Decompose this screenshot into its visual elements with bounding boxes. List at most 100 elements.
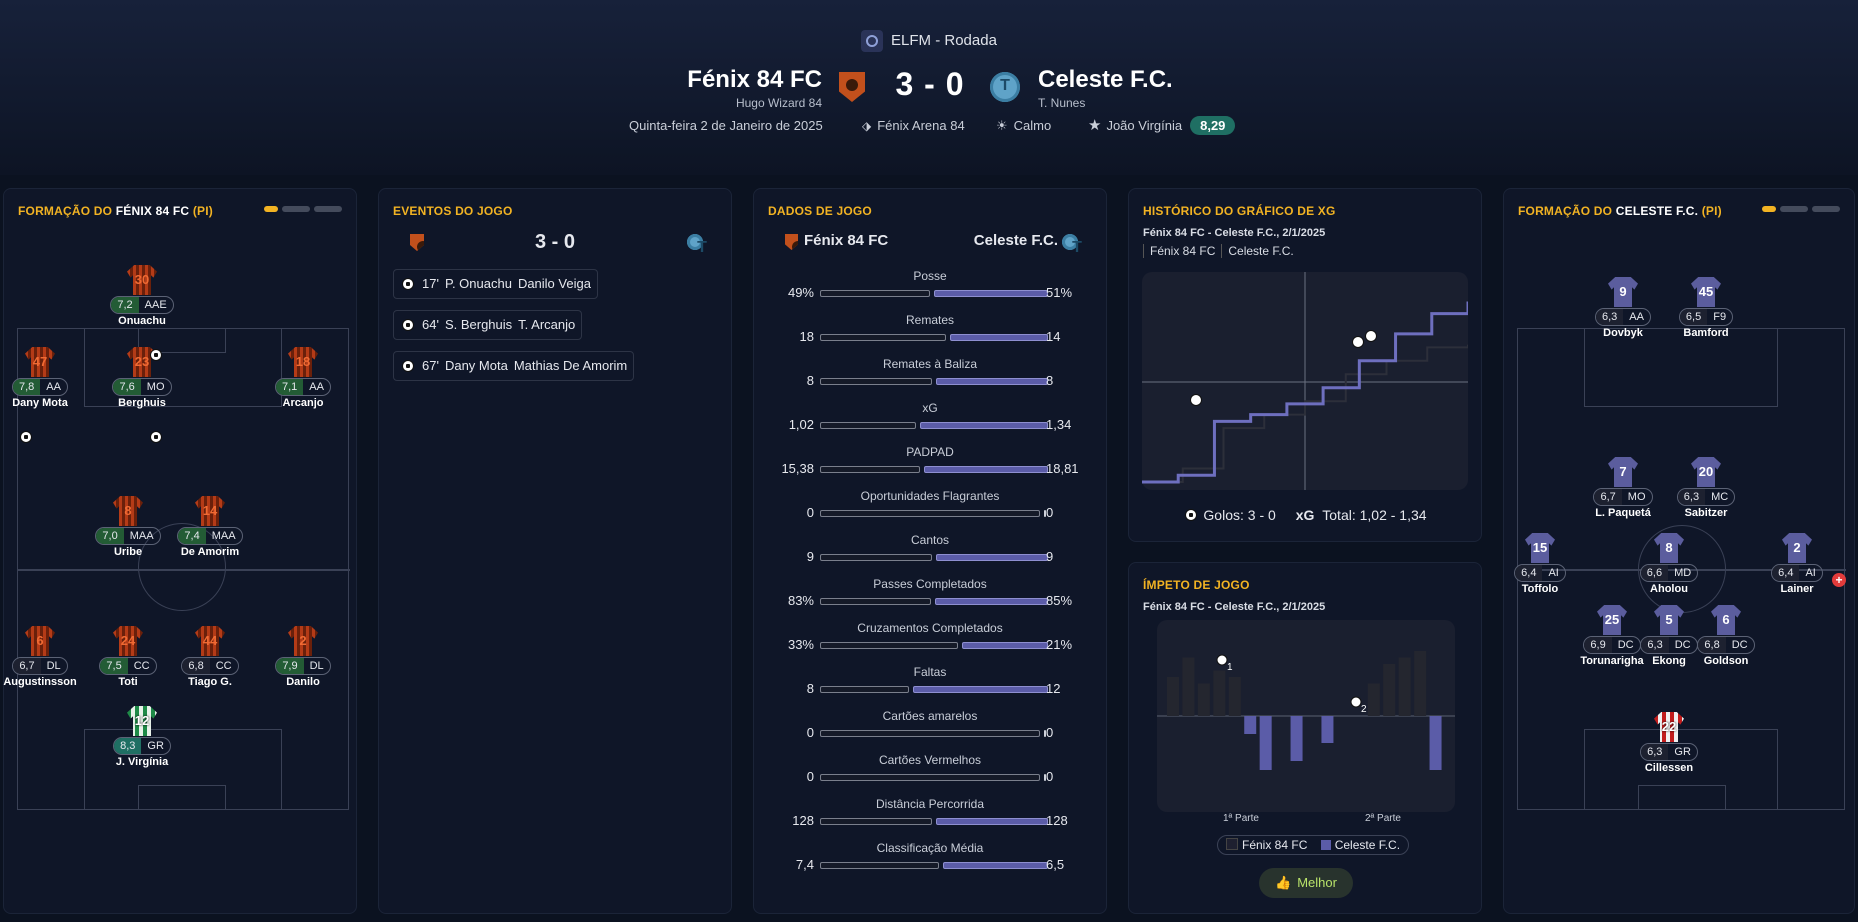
player[interactable]: 14 7,4 MAA De Amorim [165, 496, 255, 558]
player-name: L. Paquetá [1595, 507, 1651, 519]
player[interactable]: 47 7,8 AA Dany Mota [0, 347, 85, 409]
xg-title: Histórico do Gráfico de xG [1143, 204, 1336, 218]
rating-pill: 6,7 DL [12, 657, 68, 675]
shirt-icon: 22 [1654, 712, 1684, 742]
xg-tabs[interactable]: Fénix 84 FC Celeste F.C. [1143, 244, 1300, 258]
weather: ☀ Calmo [996, 118, 1051, 134]
rating-pill: 6,3 DC [1640, 636, 1698, 654]
player[interactable]: 22 6,3 GR Cillessen [1624, 712, 1714, 774]
rating-pill: 6,6 MD [1639, 564, 1699, 582]
momentum-bar-home [1383, 664, 1396, 716]
shirt-number: 7 [1619, 464, 1627, 479]
final-score: 3 - 0 [895, 66, 965, 102]
stat-home-bar [820, 554, 932, 561]
player[interactable]: 30 7,2 AAE Onuachu [97, 265, 187, 327]
stat-label: PADPAD [906, 445, 954, 459]
thumbs-up-icon: 👍 [1275, 875, 1292, 890]
best-button[interactable]: 👍 Melhor [1259, 868, 1353, 898]
player[interactable]: 44 6,8 CC Tiago G. [165, 626, 255, 688]
momentum-bar-away [1290, 716, 1303, 761]
goal-event[interactable]: 17' P. Onuachu Danilo Veiga [393, 269, 598, 299]
player-name: Lainer [1780, 583, 1814, 595]
player-name: Torunarigha [1580, 655, 1644, 667]
away-lineup-title: Formação do Celeste F.C. (PI) [1518, 204, 1722, 218]
player-position: CC [215, 660, 232, 672]
player-name: Onuachu [118, 315, 166, 327]
xg-tab-home[interactable]: Fénix 84 FC [1143, 244, 1222, 258]
stat-label: Faltas [913, 665, 947, 679]
player-name: Toti [118, 676, 138, 688]
player[interactable]: 8 6,6 MD Aholou [1624, 533, 1714, 595]
man-of-the-match[interactable]: ★ João Virgínia 8,29 [1088, 116, 1236, 135]
shirt-icon: 8 [1654, 533, 1684, 563]
player[interactable]: 25 6,9 DC Torunarigha [1567, 605, 1657, 667]
player-position: AA [309, 381, 324, 393]
stat-away-value: 51% [1046, 285, 1073, 300]
stat-label: Cruzamentos Completados [857, 621, 1003, 635]
away-team[interactable]: Celeste F.C. T. Nunes [1038, 66, 1173, 110]
shirt-number: 45 [1698, 284, 1714, 299]
player-name: Bamford [1683, 327, 1729, 339]
stat-label: Cartões Vermelhos [878, 753, 982, 767]
stat-home-value: 9 [806, 549, 814, 564]
match-date: Quinta-feira 2 de Janeiro de 2025 [629, 118, 823, 133]
player[interactable]: 7 6,7 MO L. Paquetá [1578, 457, 1668, 519]
match-header: ELFM - Rodada Fénix 84 FC Hugo Wizard 84… [0, 0, 1858, 175]
player-position: AI [1805, 567, 1816, 579]
player-name: Berghuis [118, 397, 166, 409]
player[interactable]: 23 7,6 MO Berghuis [97, 347, 187, 409]
player[interactable]: 24 7,5 CC Toti [83, 626, 173, 688]
stat-away-bar [1044, 774, 1046, 781]
player[interactable]: 20 6,3 MC Sabitzer [1661, 457, 1751, 519]
legend-away: Celeste F.C. [1334, 838, 1401, 852]
goal-event[interactable]: 64' S. Berghuis T. Arcanjo [393, 310, 583, 340]
player-name: Toffolo [1521, 583, 1559, 595]
player-name: Dovbyk [1603, 327, 1643, 339]
player[interactable]: 15 6,4 AI Toffolo [1495, 533, 1585, 595]
shirt-icon: 9 [1608, 277, 1638, 307]
momentum-chart-svg: 12 [1157, 651, 1455, 770]
first-half-label: 1ª Parte [1223, 813, 1259, 824]
stat-home-bar [820, 466, 920, 473]
stat-label: Oportunidades Flagrantes [860, 489, 1000, 503]
player-rating: 7,1 [276, 379, 304, 395]
home-team[interactable]: Fénix 84 FC Hugo Wizard 84 [687, 66, 822, 110]
momentum-legend: Fénix 84 FC Celeste F.C. [1217, 835, 1410, 855]
rating-pill: 6,5 F9 [1678, 308, 1734, 326]
competition: ELFM - Rodada [0, 30, 1858, 52]
rating-pill: 7,9 DL [275, 657, 331, 675]
player-rating: 6,3 [1641, 744, 1669, 760]
stat-home-bar [820, 378, 932, 385]
xg-tab-away[interactable]: Celeste F.C. [1221, 244, 1300, 258]
rating-pill: 6,8 CC [181, 657, 239, 675]
star-icon: ★ [1088, 117, 1102, 134]
player[interactable]: 2 6,4 AI Lainer [1752, 533, 1842, 595]
rating-pill: 6,8 DC [1697, 636, 1755, 654]
shirt-icon: 12 [127, 706, 157, 736]
shirt-number: 9 [1619, 284, 1627, 299]
shirt-number: 30 [134, 272, 150, 287]
stat-away-value: 1,34 [1046, 417, 1072, 432]
pager-dots[interactable] [260, 199, 342, 217]
player[interactable]: 6 6,8 DC Goldson [1681, 605, 1771, 667]
goal-event[interactable]: 67' Dany Mota Mathias De Amorim [393, 351, 635, 381]
goals-total: Golos: 3 - 0 [1203, 507, 1276, 523]
player[interactable]: 12 8,3 GR J. Virgínia [97, 706, 187, 768]
player-rating: 6,3 [1641, 637, 1669, 653]
stat-away-bar [913, 686, 1048, 693]
competition-name: ELFM - Rodada [891, 31, 997, 49]
shirt-icon: 6 [25, 626, 55, 656]
player[interactable]: 45 6,5 F9 Bamford [1661, 277, 1751, 339]
pager-dots[interactable] [1758, 199, 1840, 217]
player[interactable]: 5 6,3 DC Ekong [1624, 605, 1714, 667]
player-name: Augustinsson [3, 676, 77, 688]
momentum-goal-2-label: 2 [1361, 704, 1367, 715]
player[interactable]: 8 7,0 MAA Uribe [83, 496, 173, 558]
goal-icon [150, 431, 162, 443]
player[interactable]: 6 6,7 DL Augustinsson [0, 626, 85, 688]
shirt-number: 5 [1665, 612, 1673, 627]
player[interactable]: 9 6,3 AA Dovbyk [1578, 277, 1668, 339]
home-crest-icon [785, 234, 798, 250]
player[interactable]: 18 7,1 AA Arcanjo [258, 347, 348, 409]
player[interactable]: 2 7,9 DL Danilo [258, 626, 348, 688]
